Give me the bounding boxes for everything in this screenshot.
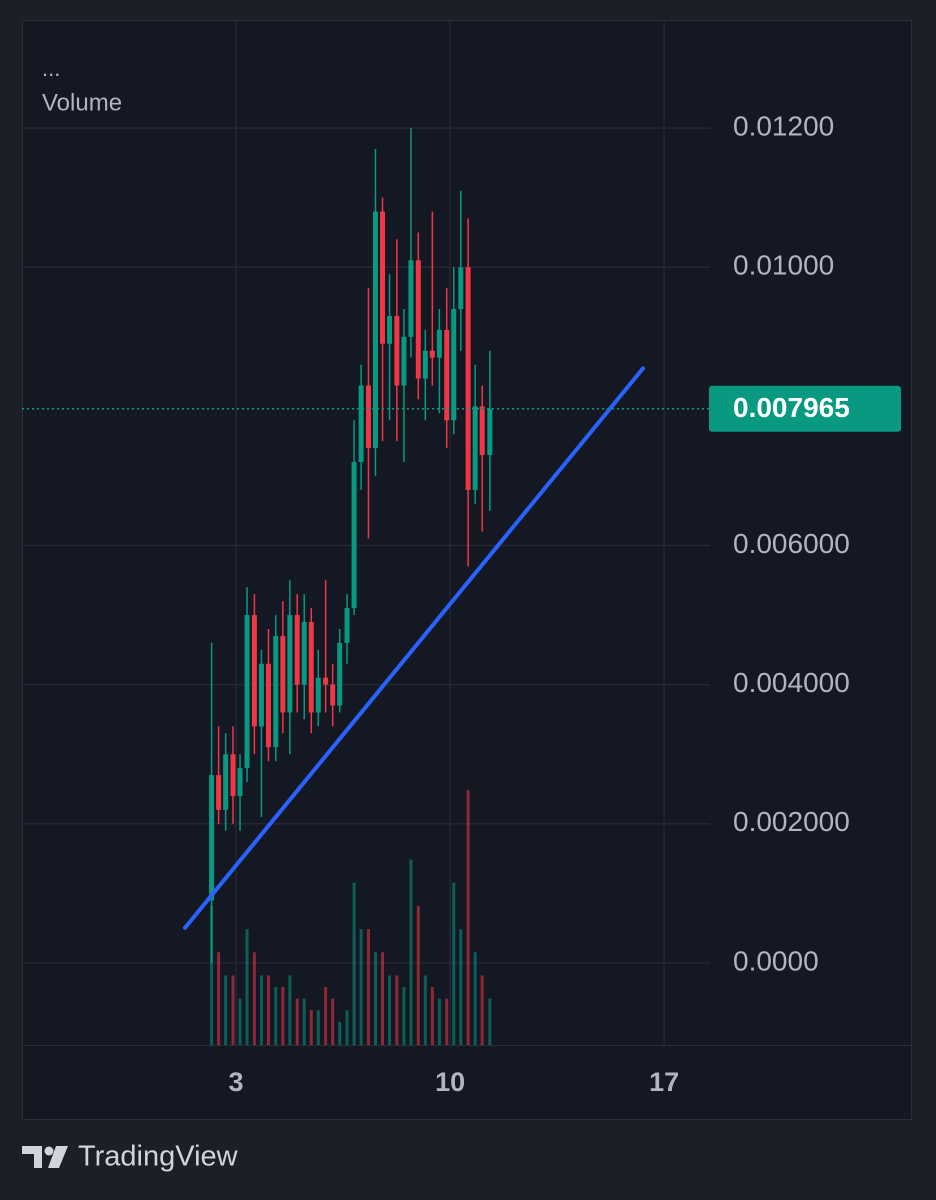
- last-price-label: 0.007965: [733, 392, 850, 423]
- candle-body: [230, 754, 236, 796]
- volume-bar: [252, 952, 256, 1045]
- volume-bar: [245, 929, 249, 1045]
- candle-body: [315, 677, 321, 713]
- volume-bar: [409, 859, 413, 1045]
- volume-bar: [274, 987, 278, 1045]
- trend-line: [182, 366, 646, 930]
- last-price-badge: [709, 385, 901, 432]
- volume-bar: [266, 975, 270, 1045]
- candle-body: [358, 385, 364, 463]
- candle-body: [237, 768, 243, 796]
- volume-bar: [302, 998, 306, 1045]
- brand-name: TradingView: [78, 1141, 239, 1173]
- candle-body: [380, 211, 386, 344]
- volume-bar: [437, 998, 441, 1045]
- candle-body: [351, 462, 357, 609]
- volume-bar: [373, 952, 377, 1045]
- volume-bar: [345, 1010, 349, 1045]
- volume-bar: [281, 987, 285, 1045]
- candle-body: [216, 775, 222, 810]
- candle-body: [323, 677, 329, 685]
- volume-bar: [309, 1010, 313, 1045]
- volume-bar: [331, 998, 335, 1045]
- volume-bar: [480, 975, 484, 1045]
- volume-bar: [338, 1021, 342, 1045]
- candle-body: [394, 315, 400, 386]
- volume-bar: [388, 975, 392, 1045]
- candle-body: [465, 267, 471, 490]
- candle-body: [337, 642, 343, 706]
- volume-bar: [288, 975, 292, 1045]
- volume-bar: [452, 882, 456, 1045]
- volume-bar: [316, 1010, 320, 1045]
- menu[interactable]: ...: [42, 56, 60, 81]
- candle-body: [451, 308, 457, 421]
- candle-body: [365, 385, 371, 449]
- candle-body: [301, 622, 307, 685]
- candle-body: [415, 260, 421, 379]
- candle-body: [387, 315, 393, 344]
- candle-body: [294, 615, 300, 685]
- volume-bar: [423, 975, 427, 1045]
- volume-bar: [466, 790, 470, 1045]
- volume-bar: [217, 952, 221, 1045]
- candle-body: [479, 406, 485, 456]
- candle-body: [273, 635, 279, 748]
- x-tick-label: 3: [229, 1067, 244, 1097]
- volume-bar: [231, 975, 235, 1045]
- volume-bar: [366, 929, 370, 1045]
- candle-body: [344, 608, 350, 643]
- candle-body: [429, 350, 435, 358]
- candle-body: [280, 635, 286, 713]
- volume-bar: [324, 987, 328, 1045]
- candle-body: [330, 684, 336, 706]
- volume-bar: [259, 975, 263, 1045]
- volume-bar: [430, 987, 434, 1045]
- candle-body: [408, 260, 414, 337]
- x-tick-label: 17: [649, 1067, 679, 1097]
- candle-body: [472, 406, 478, 490]
- volume-bar: [224, 975, 228, 1045]
- volume-bar: [238, 998, 242, 1045]
- candle-body: [436, 329, 442, 358]
- candle-body: [422, 350, 428, 379]
- volume-bar: [381, 952, 385, 1045]
- candle-body: [258, 663, 264, 727]
- y-tick-label: 0.002000: [733, 806, 850, 837]
- volume-bar: [473, 952, 477, 1045]
- volume-bars: [210, 790, 492, 1045]
- x-tick-label: 10: [435, 1067, 465, 1097]
- volume-bar: [416, 905, 420, 1045]
- candle-body: [265, 663, 271, 748]
- volume-bar: [359, 929, 363, 1045]
- candle-body: [209, 775, 215, 901]
- volume-bar: [459, 929, 463, 1045]
- volume-bar: [210, 905, 214, 1045]
- y-tick-label: 0.01000: [733, 250, 834, 281]
- volume-bar: [352, 882, 356, 1045]
- brand-logo: [22, 1146, 68, 1168]
- y-tick-label: 0.01200: [733, 110, 834, 141]
- y-tick-label: 0.004000: [733, 667, 850, 698]
- candle-body: [458, 267, 464, 309]
- candle-body: [444, 329, 450, 421]
- volume-title: Volume: [42, 89, 122, 116]
- candle-body: [287, 615, 293, 713]
- volume-bar: [445, 998, 449, 1045]
- y-tick-label: 0.0000: [733, 945, 819, 976]
- volume-bar: [488, 998, 492, 1045]
- volume-bar: [395, 975, 399, 1045]
- y-tick-label: 0.006000: [733, 528, 850, 559]
- candle-body: [308, 622, 314, 713]
- candle-body: [223, 754, 229, 810]
- volume-bar: [295, 998, 299, 1045]
- candle-body: [251, 615, 257, 727]
- candle-body: [401, 336, 407, 386]
- candle-body: [372, 211, 378, 449]
- candle-body: [487, 408, 493, 456]
- candle-body: [244, 615, 250, 769]
- volume-bar: [402, 987, 406, 1045]
